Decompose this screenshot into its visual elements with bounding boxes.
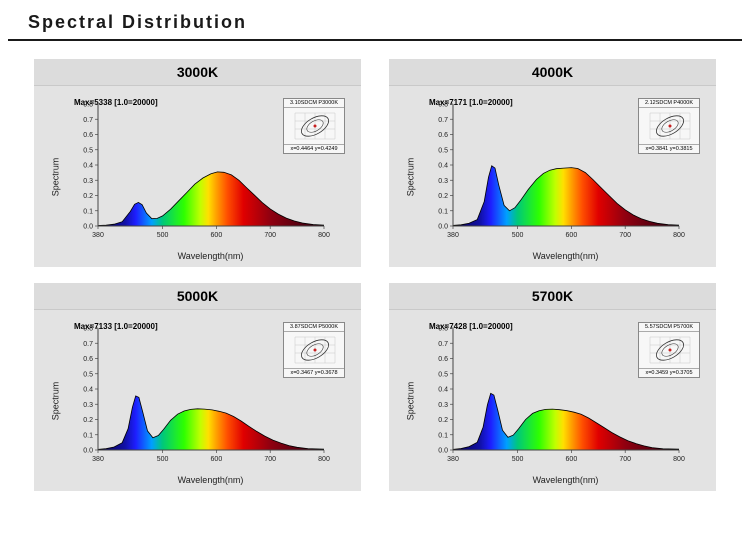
svg-text:600: 600 (211, 456, 223, 463)
svg-text:800: 800 (318, 232, 330, 239)
page-title: Spectral Distribution (8, 8, 742, 39)
svg-text:800: 800 (673, 232, 685, 239)
spectrum-panel: 5700K Max=7428 [1.0=20000] 5.57SDCM P570… (389, 283, 716, 491)
y-axis-label: Spectrum (50, 157, 60, 196)
panel-title: 3000K (34, 59, 361, 86)
svg-text:0.7: 0.7 (83, 341, 93, 348)
svg-text:0.2: 0.2 (438, 193, 448, 200)
svg-text:0.4: 0.4 (83, 163, 93, 170)
svg-text:0.7: 0.7 (438, 117, 448, 124)
spectrum-chart: 0.0 0.1 0.2 0.3 0.4 0.5 0.6 0.7 0.8 380 500 600 700… (70, 320, 330, 468)
svg-text:0.3: 0.3 (83, 402, 93, 409)
header-bar: Spectral Distribution (8, 8, 742, 41)
svg-text:0.5: 0.5 (83, 371, 93, 378)
svg-text:0.8: 0.8 (83, 102, 93, 109)
svg-text:0.0: 0.0 (438, 224, 448, 231)
svg-text:0.3: 0.3 (438, 178, 448, 185)
svg-text:500: 500 (157, 456, 169, 463)
svg-text:0.7: 0.7 (83, 117, 93, 124)
svg-text:0.8: 0.8 (83, 326, 93, 333)
panel-title: 5000K (34, 283, 361, 310)
spectrum-chart: 0.0 0.1 0.2 0.3 0.4 0.5 0.6 0.7 0.8 380 500 600 700… (425, 320, 685, 468)
svg-text:700: 700 (619, 232, 631, 239)
svg-text:380: 380 (447, 232, 459, 239)
svg-text:700: 700 (619, 456, 631, 463)
svg-text:0.6: 0.6 (83, 356, 93, 363)
panel-body: Max=5338 [1.0=20000] 3.10SDCM P3000K x=0… (34, 86, 361, 267)
spectrum-panel: 3000K Max=5338 [1.0=20000] 3.10SDCM P300… (34, 59, 361, 267)
svg-text:0.4: 0.4 (83, 387, 93, 394)
svg-text:0.1: 0.1 (438, 208, 448, 215)
svg-text:500: 500 (157, 232, 169, 239)
x-axis-label: Wavelength(nm) (425, 475, 706, 485)
svg-text:0.6: 0.6 (438, 132, 448, 139)
panel-body: Max=7171 [1.0=20000] 2.12SDCM P4000K x=0… (389, 86, 716, 267)
svg-text:0.0: 0.0 (83, 448, 93, 455)
svg-text:600: 600 (211, 232, 223, 239)
svg-text:0.2: 0.2 (83, 417, 93, 424)
chart-wrap: 0.0 0.1 0.2 0.3 0.4 0.5 0.6 0.7 0.8 380 500 600 700… (425, 320, 706, 473)
spectrum-chart: 0.0 0.1 0.2 0.3 0.4 0.5 0.6 0.7 0.8 380 500 600 700… (425, 96, 685, 244)
svg-text:380: 380 (92, 232, 104, 239)
panel-title: 4000K (389, 59, 716, 86)
y-axis-label: Spectrum (50, 381, 60, 420)
chart-grid: 3000K Max=5338 [1.0=20000] 3.10SDCM P300… (0, 41, 750, 501)
svg-text:380: 380 (447, 456, 459, 463)
svg-text:0.7: 0.7 (438, 341, 448, 348)
svg-text:700: 700 (264, 232, 276, 239)
svg-text:0.0: 0.0 (438, 448, 448, 455)
spectrum-panel: 5000K Max=7133 [1.0=20000] 3.87SDCM P500… (34, 283, 361, 491)
chart-wrap: 0.0 0.1 0.2 0.3 0.4 0.5 0.6 0.7 0.8 380 500 600 700… (70, 96, 351, 249)
svg-text:0.3: 0.3 (83, 178, 93, 185)
spectrum-panel: 4000K Max=7171 [1.0=20000] 2.12SDCM P400… (389, 59, 716, 267)
y-axis-label: Spectrum (405, 381, 415, 420)
svg-text:0.1: 0.1 (83, 208, 93, 215)
svg-text:500: 500 (512, 232, 524, 239)
svg-text:0.1: 0.1 (83, 432, 93, 439)
svg-text:0.5: 0.5 (83, 147, 93, 154)
svg-text:0.2: 0.2 (438, 417, 448, 424)
svg-text:800: 800 (318, 456, 330, 463)
panel-title: 5700K (389, 283, 716, 310)
x-axis-label: Wavelength(nm) (70, 251, 351, 261)
svg-text:0.5: 0.5 (438, 371, 448, 378)
svg-text:600: 600 (566, 456, 578, 463)
spectrum-chart: 0.0 0.1 0.2 0.3 0.4 0.5 0.6 0.7 0.8 380 500 600 700… (70, 96, 330, 244)
svg-text:800: 800 (673, 456, 685, 463)
chart-wrap: 0.0 0.1 0.2 0.3 0.4 0.5 0.6 0.7 0.8 380 500 600 700… (425, 96, 706, 249)
svg-text:700: 700 (264, 456, 276, 463)
svg-text:0.8: 0.8 (438, 102, 448, 109)
svg-text:380: 380 (92, 456, 104, 463)
svg-text:600: 600 (566, 232, 578, 239)
svg-text:0.4: 0.4 (438, 387, 448, 394)
x-axis-label: Wavelength(nm) (425, 251, 706, 261)
panel-body: Max=7428 [1.0=20000] 5.57SDCM P5700K x=0… (389, 310, 716, 491)
svg-text:0.8: 0.8 (438, 326, 448, 333)
chart-wrap: 0.0 0.1 0.2 0.3 0.4 0.5 0.6 0.7 0.8 380 500 600 700… (70, 320, 351, 473)
svg-text:0.4: 0.4 (438, 163, 448, 170)
svg-text:0.0: 0.0 (83, 224, 93, 231)
svg-text:0.5: 0.5 (438, 147, 448, 154)
svg-text:0.2: 0.2 (83, 193, 93, 200)
svg-text:0.6: 0.6 (83, 132, 93, 139)
y-axis-label: Spectrum (405, 157, 415, 196)
svg-text:0.3: 0.3 (438, 402, 448, 409)
svg-text:500: 500 (512, 456, 524, 463)
svg-text:0.6: 0.6 (438, 356, 448, 363)
svg-text:0.1: 0.1 (438, 432, 448, 439)
panel-body: Max=7133 [1.0=20000] 3.87SDCM P5000K x=0… (34, 310, 361, 491)
x-axis-label: Wavelength(nm) (70, 475, 351, 485)
